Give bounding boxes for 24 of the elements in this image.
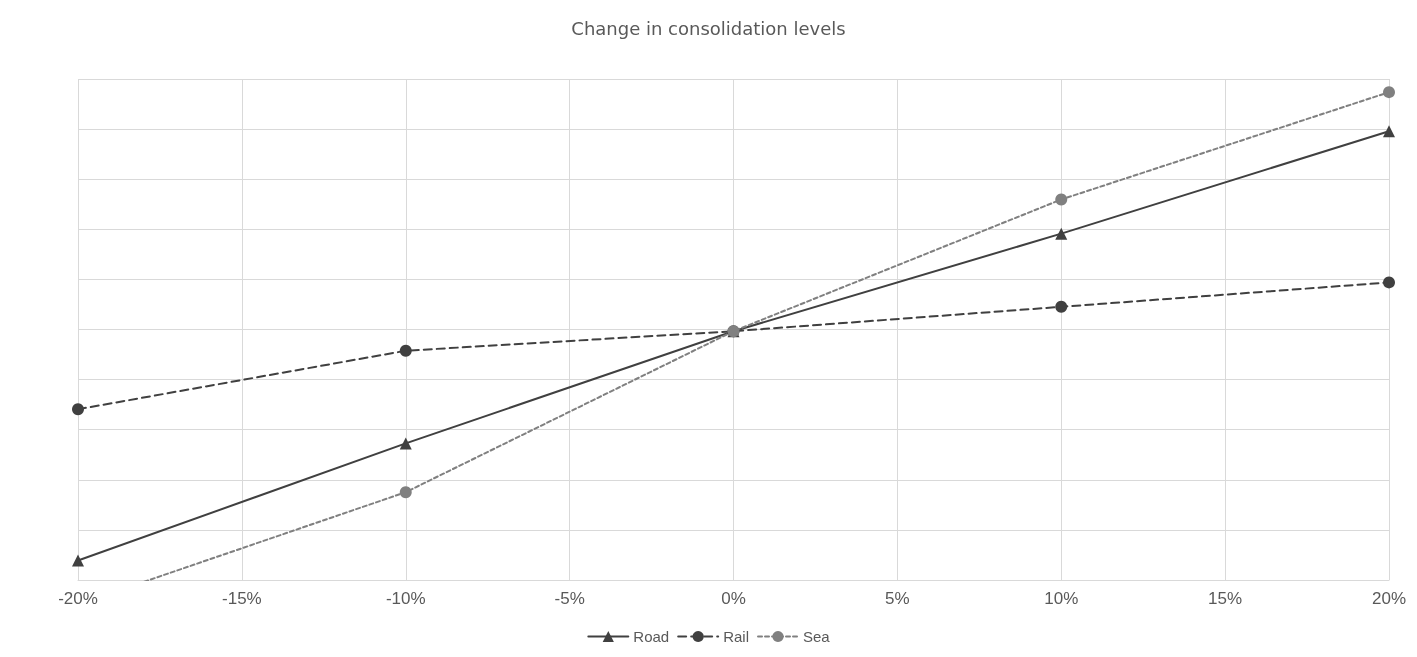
point (399, 344, 412, 357)
x-tick-label: -20% (58, 589, 98, 608)
x-tick-label: -10% (385, 589, 426, 608)
legend-label: Sea (803, 628, 831, 645)
point (399, 437, 412, 450)
point (1383, 86, 1395, 99)
point (399, 486, 412, 499)
point (72, 403, 84, 416)
point (1055, 300, 1068, 313)
point (72, 554, 84, 567)
point (1055, 193, 1068, 206)
x-tick-label: 5% (885, 589, 910, 608)
point (1055, 227, 1068, 240)
x-tick-label: 10% (1044, 589, 1079, 608)
x-tick-label: 15% (1208, 589, 1243, 608)
x-tick-label: -15% (222, 589, 262, 608)
legend-label: Rail (723, 628, 750, 645)
chart-title: Change in consolidation levels (571, 17, 846, 39)
x-tick-label: 0% (721, 589, 746, 608)
legend-label: Road (633, 628, 670, 645)
point (1383, 125, 1395, 138)
point (1383, 276, 1395, 289)
x-tick-label: 20% (1371, 589, 1407, 608)
x-tick-label: -5% (554, 589, 585, 608)
